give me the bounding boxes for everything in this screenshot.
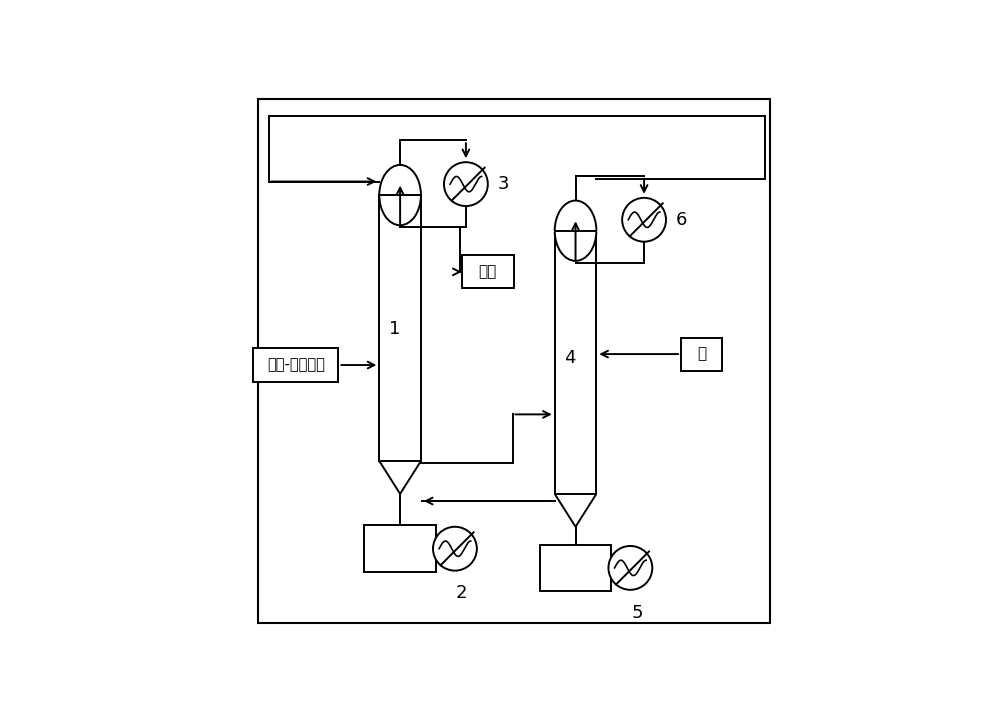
Polygon shape xyxy=(377,195,424,197)
Text: 1: 1 xyxy=(389,320,400,338)
FancyBboxPatch shape xyxy=(540,545,611,591)
Polygon shape xyxy=(555,231,596,494)
Polygon shape xyxy=(552,231,599,232)
FancyBboxPatch shape xyxy=(253,347,338,382)
Text: 乙腕: 乙腕 xyxy=(479,264,497,279)
Ellipse shape xyxy=(379,165,421,225)
Circle shape xyxy=(444,162,488,206)
Circle shape xyxy=(433,527,477,570)
Circle shape xyxy=(608,546,652,590)
Circle shape xyxy=(622,198,666,241)
Polygon shape xyxy=(379,195,421,461)
FancyBboxPatch shape xyxy=(681,337,722,370)
Text: 水: 水 xyxy=(697,347,706,362)
Text: 乙腕-水混合物: 乙腕-水混合物 xyxy=(267,357,325,372)
Text: 2: 2 xyxy=(456,585,467,602)
Text: 6: 6 xyxy=(676,211,687,229)
FancyBboxPatch shape xyxy=(258,99,770,623)
Text: 5: 5 xyxy=(631,604,643,622)
Text: 4: 4 xyxy=(564,349,576,367)
FancyBboxPatch shape xyxy=(462,256,514,288)
Ellipse shape xyxy=(555,201,596,261)
FancyBboxPatch shape xyxy=(364,525,436,572)
Text: 3: 3 xyxy=(498,175,509,193)
